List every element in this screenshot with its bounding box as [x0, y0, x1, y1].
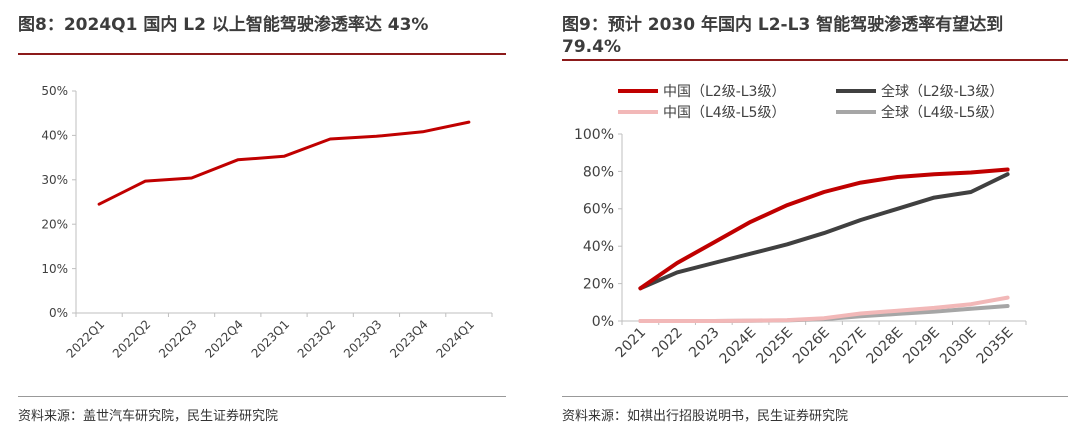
fig9-y-tick-label: 80%: [583, 164, 614, 180]
fig9-y-tick-label: 20%: [583, 277, 614, 293]
figure-9-chart: 0%20%40%60%80%100%2021 2022 20232024E2025E…: [574, 83, 1027, 368]
fig9-y-tick-label: 40%: [583, 239, 614, 255]
fig9-y-tick-label: 0%: [592, 314, 614, 330]
figure-8-chart: 0% 10% 20% 30% 40% 50% 2022Q1 2022Q2 2022Q3 2022Q…: [41, 84, 493, 361]
fig9-y-tick-label: 100%: [574, 127, 614, 143]
fig8-x-tick-label: 2023Q3: [341, 317, 385, 361]
fig9-legend-label-4: 全球（L4级-L5级）: [881, 104, 1003, 121]
fig8-y-tick-label: 10%: [41, 262, 68, 276]
fig9-series-line-2: [638, 172, 1010, 291]
figure-9-title: 图9：预计 2030 年国内 L2-L3 智能驾驶渗透率有望达到 79.4%: [562, 15, 1004, 57]
fig9-x-tick-label: 2026E: [790, 325, 833, 368]
fig8-y-tick-label: 0%: [49, 306, 68, 320]
figure-8-title: 图8：2024Q1 国内 L2 以上智能驾驶渗透率达 43%: [18, 15, 429, 35]
fig9-legend-label-1: 中国（L2级-L3级）: [663, 84, 785, 100]
fig8-y-tick-label: 40%: [41, 129, 68, 143]
fig8-x-tick-label: 2022Q4: [202, 317, 246, 361]
fig8-series-line-1: [97, 120, 471, 206]
fig8-x-tick-label: 2022Q1: [64, 317, 108, 361]
fig8-y-tick-label: 50%: [41, 84, 68, 98]
fig8-x-tick-label: 2022Q2: [110, 317, 154, 361]
figure-8-source: 资料来源：盖世汽车研究院，民生证券研究院: [18, 409, 279, 424]
fig9-x-tick-label: 2035E: [974, 325, 1017, 368]
fig9-x-tick-label: 2028E: [864, 325, 907, 368]
fig8-x-tick-label: 2023Q1: [249, 317, 293, 361]
fig9-y-tick-label: 60%: [583, 202, 614, 218]
fig8-x-tick-label: 2023Q2: [295, 317, 339, 361]
fig9-x-tick-label: 2030E: [937, 325, 980, 368]
fig8-y-tick-label: 20%: [41, 217, 68, 231]
fig8-x-tick-label: 2023Q4: [387, 317, 431, 361]
figure-9-title-rule: [562, 59, 1068, 61]
fig9-x-tick-label: 2025E: [753, 325, 796, 368]
figure-9-source-rule: [562, 396, 1068, 397]
figure-9-panel: 图9：预计 2030 年国内 L2-L3 智能驾驶渗透率有望达到 79.4% 0…: [548, 0, 1080, 437]
fig9-x-tick-label: 2021: [613, 325, 650, 362]
fig8-x-tick-label: 2022Q3: [156, 317, 200, 361]
fig8-x-tick-label: 2024Q1: [433, 317, 477, 361]
fig9-x-tick-label: 2027E: [827, 325, 870, 368]
fig9-x-tick-label: 2029E: [900, 325, 943, 368]
figure-8-source-rule: [18, 396, 506, 397]
fig8-y-tick-label: 30%: [41, 173, 68, 187]
fig9-x-tick-label: 2024E: [717, 325, 760, 368]
figure-8-title-rule: [18, 53, 506, 55]
fig9-legend-label-3: 中国（L4级-L5级）: [663, 105, 785, 121]
fig9-series-line-1: [638, 167, 1010, 291]
figure-8-panel: 图8：2024Q1 国内 L2 以上智能驾驶渗透率达 43% 0% 10% 20% 3…: [0, 0, 528, 437]
fig9-legend-label-2: 全球（L2级-L3级）: [881, 83, 1003, 100]
fig9-series-line-3: [638, 295, 1010, 323]
fig9-x-tick-label: 2022: [649, 325, 686, 362]
figure-9-source: 资料来源：如祺出行招股说明书，民生证券研究院: [562, 409, 849, 424]
